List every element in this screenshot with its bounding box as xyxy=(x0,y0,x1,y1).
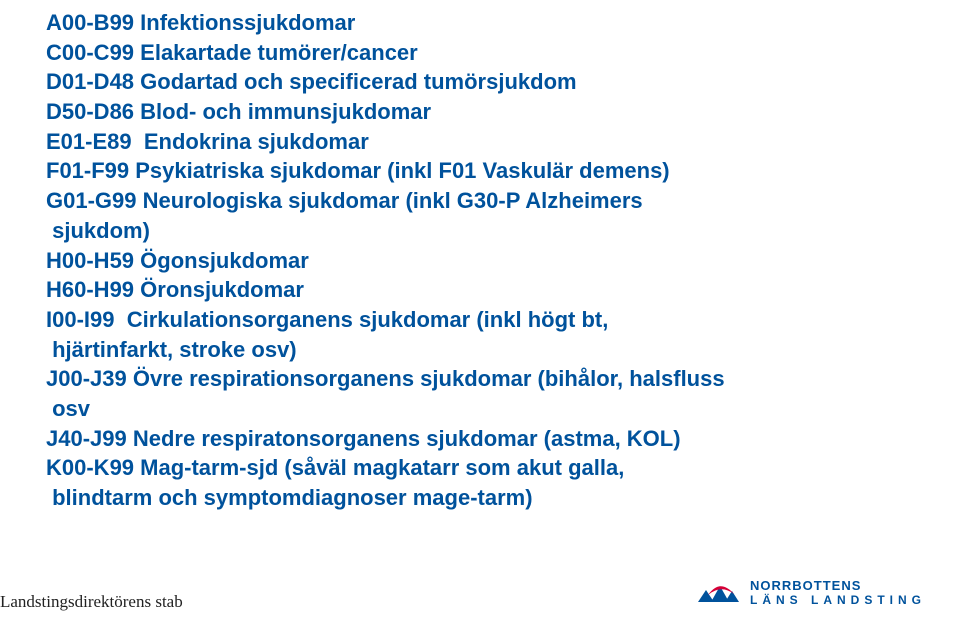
icd-code-list: A00-B99 InfektionssjukdomarC00-C99 Elaka… xyxy=(46,8,926,513)
icd-line: G01-G99 Neurologiska sjukdomar (inkl G30… xyxy=(46,186,926,216)
icd-line: osv xyxy=(46,394,926,424)
icd-line: hjärtinfarkt, stroke osv) xyxy=(46,335,926,365)
logo-text-line1: NORRBOTTENS xyxy=(750,579,926,593)
icd-line: D01-D48 Godartad och specificerad tumörs… xyxy=(46,67,926,97)
icd-line: D50-D86 Blod- och immunsjukdomar xyxy=(46,97,926,127)
icd-line: I00-I99 Cirkulationsorganens sjukdomar (… xyxy=(46,305,926,335)
icd-line: F01-F99 Psykiatriska sjukdomar (inkl F01… xyxy=(46,156,926,186)
icd-line: H00-H59 Ögonsjukdomar xyxy=(46,246,926,276)
icd-line: J40-J99 Nedre respiratonsorganens sjukdo… xyxy=(46,424,926,454)
icd-line: J00-J39 Övre respirationsorganens sjukdo… xyxy=(46,364,926,394)
logo-mark-icon xyxy=(694,576,742,610)
icd-line: sjukdom) xyxy=(46,216,926,246)
icd-line: A00-B99 Infektionssjukdomar xyxy=(46,8,926,38)
icd-line: C00-C99 Elakartade tumörer/cancer xyxy=(46,38,926,68)
icd-line: blindtarm och symptomdiagnoser mage-tarm… xyxy=(46,483,926,513)
logo: NORRBOTTENS LÄNS LANDSTING xyxy=(694,576,926,610)
icd-line: H60-H99 Öronsjukdomar xyxy=(46,275,926,305)
icd-line: E01-E89 Endokrina sjukdomar xyxy=(46,127,926,157)
logo-text-line2: LÄNS LANDSTING xyxy=(750,594,926,607)
logo-text: NORRBOTTENS LÄNS LANDSTING xyxy=(750,579,926,606)
icd-line: K00-K99 Mag-tarm-sjd (såväl magkatarr so… xyxy=(46,453,926,483)
footer-text: Landstingsdirektörens stab xyxy=(0,592,183,612)
